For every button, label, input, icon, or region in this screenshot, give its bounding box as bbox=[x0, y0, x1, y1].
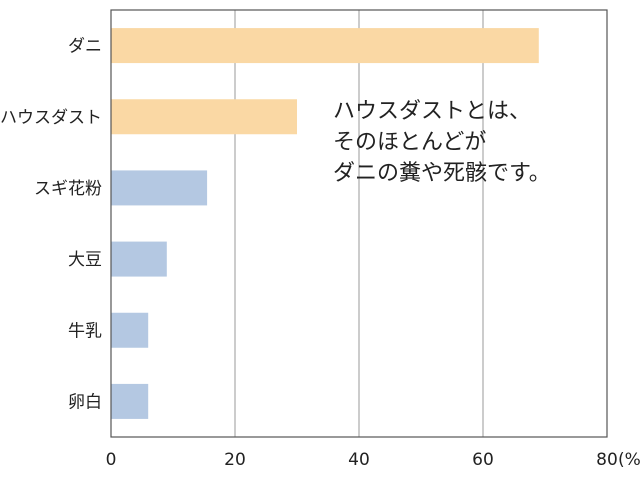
bars bbox=[111, 28, 539, 419]
x-tick-label-80: 80 bbox=[596, 450, 618, 470]
bar-2 bbox=[111, 170, 208, 206]
axes bbox=[110, 9, 608, 438]
gridlines bbox=[234, 10, 484, 437]
x-tick-label-20: 20 bbox=[224, 450, 246, 470]
bar-1 bbox=[111, 99, 297, 135]
category-label-2: スギ花粉 bbox=[34, 179, 102, 199]
bar-4 bbox=[111, 312, 149, 348]
category-label-5: 卵白 bbox=[68, 392, 102, 412]
annotation-line-2: そのほとんどが bbox=[333, 130, 487, 155]
annotation-line-1: ハウスダストとは、 bbox=[333, 99, 532, 124]
x-tick-label-0: 0 bbox=[106, 450, 117, 470]
bar-5 bbox=[111, 383, 149, 419]
category-label-0: ダニ bbox=[68, 37, 102, 57]
category-label-3: 大豆 bbox=[68, 250, 102, 270]
x-tick-label-40: 40 bbox=[348, 450, 370, 470]
plot-frame bbox=[110, 9, 608, 438]
x-tick-labels: 0 20 40 60 80(%) bbox=[106, 450, 640, 470]
annotation-text: ハウスダストとは、 そのほとんどが ダニの糞や死骸です。 bbox=[333, 96, 551, 189]
annotation-line-3: ダニの糞や死骸です。 bbox=[333, 161, 551, 186]
x-unit-label: (%) bbox=[618, 450, 640, 470]
bar-3 bbox=[111, 241, 167, 277]
category-label-1: ハウスダスト bbox=[0, 108, 102, 128]
category-label-4: 牛乳 bbox=[68, 321, 102, 341]
bar-0 bbox=[111, 28, 539, 64]
x-tick-label-60: 60 bbox=[472, 450, 494, 470]
